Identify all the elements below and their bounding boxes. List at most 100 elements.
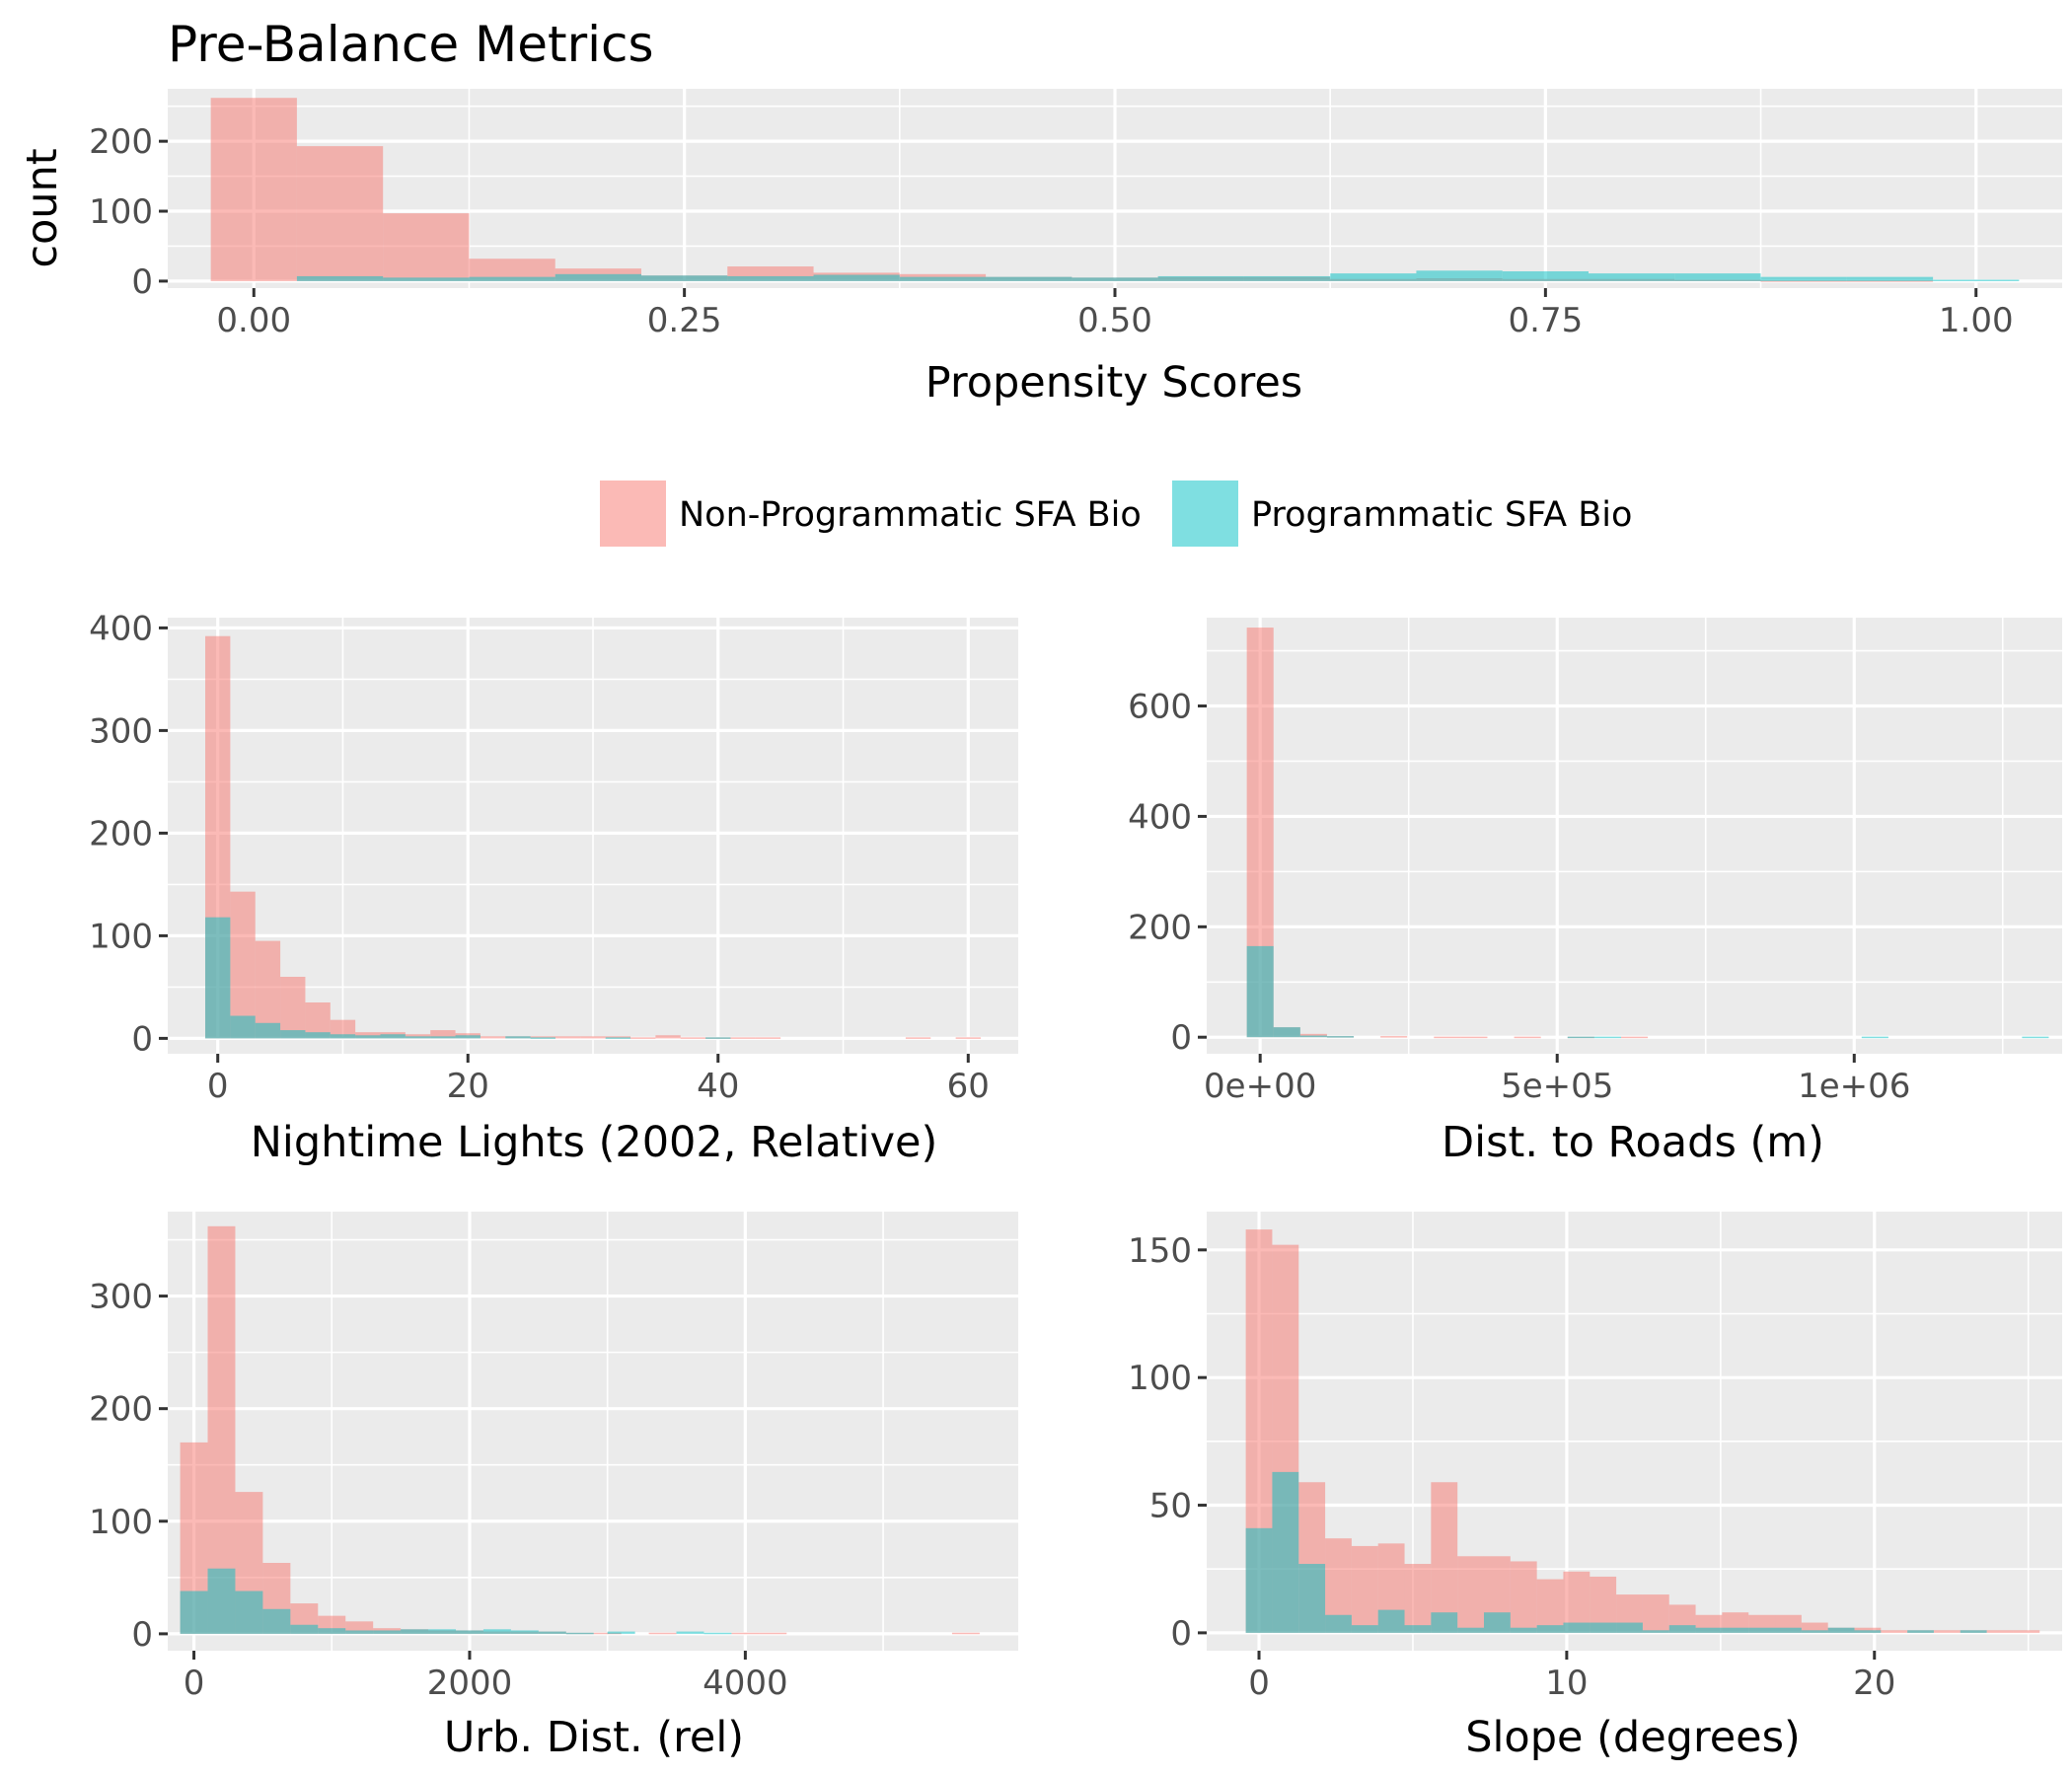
panel-propensity-bars — [210, 98, 2020, 282]
histogram-bar — [1593, 1036, 1621, 1039]
panel-roads-axes: 0e+00 5e+05 1e+06 0 200 400 600 — [1128, 688, 1910, 1106]
panel-urban: 0 2000 4000 0 100 200 300 Urb. Dist. (rel) — [89, 1212, 1018, 1762]
histogram-bar — [607, 1631, 635, 1634]
histogram-bar — [905, 1037, 931, 1039]
y-tick-label: 0 — [131, 262, 153, 302]
panel-roads-bars — [1246, 628, 2049, 1039]
histogram-bar — [180, 1591, 208, 1634]
histogram-bar — [605, 1037, 631, 1039]
histogram-bar — [1299, 1035, 1327, 1038]
histogram-bar — [255, 940, 281, 1039]
panel-propensity: 0.00 0.25 0.50 0.75 1.00 0 100 200 Propensity S… — [18, 89, 2062, 407]
series-programmatic-sfa-bio — [180, 1568, 732, 1635]
histogram-bar — [1243, 275, 1331, 281]
xlabel-propensity: Propensity Scores — [925, 358, 1302, 407]
series-programmatic-sfa-bio — [205, 917, 731, 1039]
histogram-bar — [280, 977, 306, 1039]
xlabel-slope: Slope (degrees) — [1465, 1713, 1801, 1762]
histogram-bar — [296, 146, 384, 281]
histogram-bar — [1620, 1036, 1649, 1039]
panel-urban-axes: 0 2000 4000 0 100 200 300 — [89, 1278, 788, 1703]
histogram-bar — [1536, 1625, 1564, 1633]
histogram-bar — [555, 1036, 581, 1039]
histogram-bar — [755, 1037, 781, 1039]
histogram-bar — [1846, 280, 1934, 282]
histogram-bar — [1272, 1471, 1299, 1633]
histogram-bar — [703, 1632, 732, 1635]
x-tick-label: 4000 — [703, 1664, 788, 1703]
y-tick-label: 400 — [89, 609, 153, 648]
histogram-bar — [1514, 1036, 1541, 1039]
histogram-bar — [727, 275, 814, 281]
histogram-bar — [1457, 1627, 1484, 1633]
histogram-bar — [2013, 1630, 2040, 1633]
histogram-bar — [1881, 1630, 1908, 1633]
histogram-bar — [538, 1631, 566, 1634]
x-tick-label: 40 — [697, 1067, 739, 1106]
histogram-bar — [1775, 1627, 1802, 1633]
histogram-bar — [1351, 1625, 1378, 1633]
y-tick-label: 0 — [1170, 1018, 1192, 1058]
legend-label-non-programmatic: Non-Programmatic SFA Bio — [679, 495, 1142, 535]
histogram-bar — [731, 1632, 760, 1635]
histogram-bar — [1431, 1482, 1458, 1633]
x-tick-label: 0.50 — [1077, 301, 1152, 340]
histogram-bar — [1404, 1625, 1432, 1633]
histogram-bar — [2022, 1036, 2049, 1039]
histogram-bar — [1722, 1627, 1749, 1633]
histogram-bar — [296, 275, 384, 281]
histogram-bar — [530, 1036, 555, 1039]
histogram-bar — [205, 917, 231, 1039]
panel-roads-background — [1207, 618, 2062, 1054]
xlabel-nightlights: Nightime Lights (2002, Relative) — [251, 1118, 938, 1167]
histogram-bar — [1434, 1036, 1461, 1039]
xlabel-roads: Dist. to Roads (m) — [1442, 1118, 1824, 1167]
histogram-bar — [318, 1628, 346, 1634]
x-tick-label: 20 — [1853, 1664, 1895, 1703]
panel-nightlights-grid — [168, 618, 1018, 1054]
histogram-bar — [955, 1037, 981, 1039]
y-tick-label: 50 — [1149, 1487, 1192, 1526]
histogram-bar — [1695, 1627, 1723, 1633]
histogram-bar — [290, 1624, 319, 1634]
histogram-bar — [1748, 1627, 1776, 1633]
histogram-bar — [210, 98, 297, 281]
histogram-bar — [1567, 1036, 1594, 1039]
histogram-bar — [380, 1034, 406, 1039]
histogram-bar — [1404, 1564, 1432, 1633]
x-tick-label: 5e+05 — [1501, 1067, 1613, 1106]
histogram-bar — [1861, 1036, 1888, 1039]
x-tick-label: 0 — [184, 1664, 205, 1703]
histogram-bar — [1563, 1622, 1591, 1633]
histogram-bar — [1298, 1564, 1326, 1633]
y-tick-label: 400 — [1128, 797, 1192, 837]
y-tick-label: 100 — [89, 1503, 153, 1542]
histogram-bar — [1616, 1622, 1643, 1633]
y-tick-label: 200 — [89, 814, 153, 853]
x-tick-label: 0.00 — [216, 301, 291, 340]
histogram-bar — [759, 1632, 787, 1635]
histogram-bar — [505, 1036, 531, 1039]
histogram-bar — [1801, 1622, 1828, 1633]
histogram-bar — [305, 1032, 331, 1039]
histogram-bar — [705, 1037, 731, 1039]
histogram-bar — [1330, 273, 1417, 281]
histogram-bar — [1933, 279, 2020, 281]
histogram-bar — [280, 1030, 306, 1039]
legend: Non-Programmatic SFA Bio Programmatic SF… — [600, 481, 1632, 547]
histogram-bar — [1846, 276, 1934, 281]
y-tick-label: 200 — [89, 1390, 153, 1430]
y-tick-label: 200 — [89, 122, 153, 162]
histogram-bar — [1674, 273, 1761, 281]
histogram-bar — [330, 1034, 356, 1039]
panel-nightlights-axes: 0 20 40 60 0 100 200 300 400 — [89, 609, 990, 1106]
x-tick-label: 0 — [1248, 1664, 1270, 1703]
histogram-bar — [1380, 1036, 1408, 1038]
histogram-bar — [510, 1630, 539, 1634]
x-tick-label: 2000 — [427, 1664, 513, 1703]
x-tick-label: 60 — [947, 1067, 990, 1106]
histogram-bar — [469, 259, 555, 281]
histogram-bar — [1325, 1614, 1352, 1633]
histogram-bar — [428, 1629, 456, 1634]
histogram-bar — [630, 1037, 656, 1039]
